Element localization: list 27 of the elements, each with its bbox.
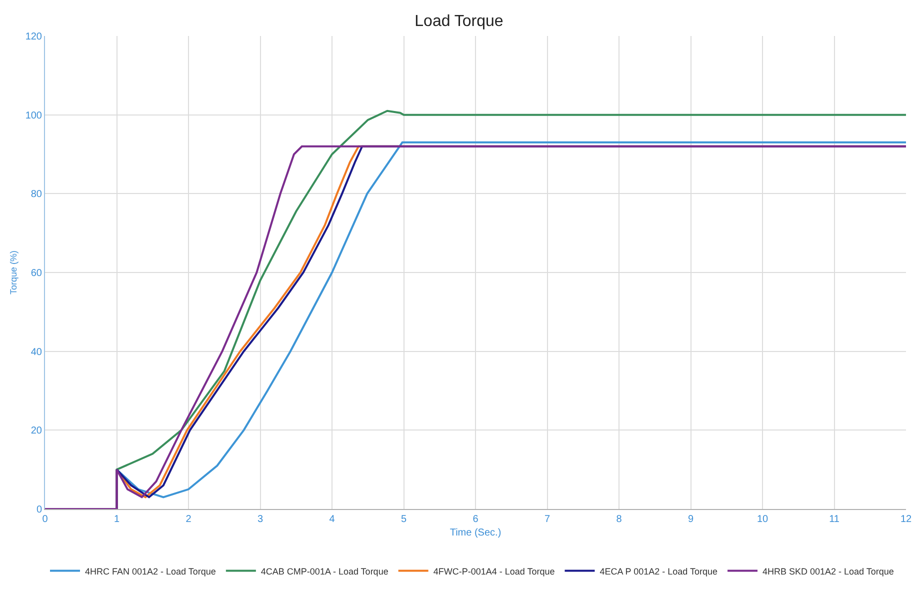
y-tick-label: 0 [36,504,42,516]
y-tick-label: 60 [30,268,42,279]
x-tick-label: 7 [544,514,550,525]
x-tick-label: 1 [114,514,120,525]
x-tick-label: 12 [900,514,912,525]
legend-label: 4FWC-P-001A4 - Load Torque [433,566,555,576]
legend-label: 4HRB SKD 001A2 - Load Torque [762,566,894,576]
y-axis-title: Torque (%) [8,250,19,295]
x-axis-title: Time (Sec.) [450,528,502,538]
y-tick-label: 120 [25,32,42,42]
x-tick-label: 9 [688,514,694,525]
x-tick-label: 6 [472,514,479,525]
x-tick-label: 5 [400,514,407,525]
x-tick-label: 4 [329,514,336,525]
x-tick-label: 11 [829,514,840,525]
x-tick-label: 8 [616,514,622,525]
legend-label: 4HRC FAN 001A2 - Load Torque [85,566,216,576]
y-tick-label: 80 [30,189,42,200]
legend-label: 4ECA P 001A2 - Load Torque [600,566,718,576]
x-tick-label: 2 [186,514,192,525]
x-tick-label: 10 [756,514,768,525]
x-tick-label: 3 [257,514,264,525]
chart-title: Load Torque [414,12,504,30]
y-tick-label: 40 [30,346,42,358]
y-tick-label: 100 [25,110,42,122]
legend-label: 4CAB CMP-001A - Load Torque [260,566,388,576]
y-tick-label: 20 [30,426,42,437]
